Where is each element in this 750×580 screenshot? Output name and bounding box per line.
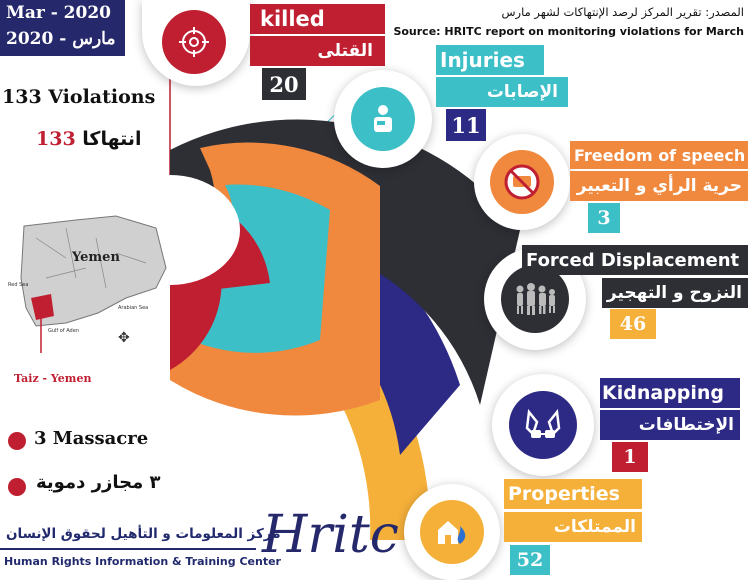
violations-count: 133 Violations	[2, 86, 155, 108]
kidnapping-label-ar: الإختطافات	[600, 410, 740, 440]
violations-arabic: 133 انتهاكا	[36, 128, 142, 150]
compass-icon: ✥	[118, 330, 130, 346]
injured-person-icon	[374, 105, 392, 132]
properties-label-ar: الممتلكات	[504, 512, 642, 542]
displacement-value: 46	[610, 309, 656, 339]
date-arabic: مارس - 2020	[6, 29, 116, 49]
speech-label-en: Freedom of speech	[570, 141, 748, 169]
massacre-bullet-1	[8, 432, 26, 450]
violations-headline: 133 Violations	[2, 86, 156, 108]
source-english: Source: HRITC report on monitoring viola…	[393, 25, 744, 38]
injuries-value: 11	[446, 109, 486, 141]
taiz-highlight	[31, 294, 54, 320]
date-english: Mar - 2020	[6, 3, 111, 23]
properties-value: 52	[510, 545, 550, 575]
date-box: Mar - 2020 مارس - 2020	[0, 0, 125, 56]
properties-icon-disc	[420, 500, 484, 564]
injuries-label-en: Injuries	[436, 45, 544, 75]
injuries-label-ar: الإصابات	[436, 77, 568, 107]
handcuffs-icon	[525, 408, 561, 438]
killed-value: 20	[262, 68, 306, 100]
crosshair-icon	[179, 27, 209, 57]
map-country-label: Yemen	[72, 250, 120, 265]
killed-icon-disc	[162, 10, 226, 74]
yemen-map	[6, 198, 168, 370]
source-arabic: المصدر: تقرير المركز لرصد الإنتهاكات لشه…	[501, 5, 745, 19]
org-english: Human Rights Information & Training Cent…	[4, 555, 281, 568]
massacre-arabic: ٣ مجازر دموية	[36, 472, 161, 493]
massacre-bullet-2	[8, 478, 26, 496]
kidnapping-icon-disc	[509, 391, 577, 459]
no-speech-icon	[504, 164, 540, 200]
map-red-sea-label: Red Sea	[8, 282, 29, 288]
violations-arabic-number: 133	[36, 128, 76, 150]
massacre-english: 3 Massacre	[34, 428, 149, 449]
killed-label-en: killed	[250, 4, 385, 34]
displacement-label-ar: النزوح و التهجير	[602, 278, 748, 308]
org-arabic: مركز المعلومات و التأهيل لحقوق الإنسان	[6, 526, 281, 542]
properties-label-en: Properties	[504, 479, 642, 509]
org-logo: Hritc	[262, 505, 399, 565]
org-divider	[0, 548, 256, 550]
refugees-icon	[516, 283, 555, 315]
kidnapping-value: 1	[612, 442, 648, 472]
map-gulf-label: Gulf of Aden	[48, 328, 79, 334]
displacement-icon-disc	[501, 265, 569, 333]
map-arabian-sea-label: Arabian Sea	[118, 305, 149, 311]
killed-label-ar: القتلى	[250, 36, 385, 66]
speech-icon-disc	[490, 150, 554, 214]
speech-value: 3	[588, 203, 620, 233]
speech-label-ar: حرية الرأي و التعبير	[570, 171, 748, 201]
kidnapping-label-en: Kidnapping	[600, 378, 740, 408]
house-fire-icon	[438, 521, 466, 544]
org-logo-text: Hritc	[262, 505, 399, 565]
displacement-label-en: Forced Displacement	[522, 245, 748, 275]
injuries-icon-disc	[351, 87, 415, 151]
yemen-shape	[20, 215, 167, 327]
violations-arabic-text: انتهاكا	[82, 128, 142, 150]
map-location-label: Taiz - Yemen	[14, 372, 92, 385]
